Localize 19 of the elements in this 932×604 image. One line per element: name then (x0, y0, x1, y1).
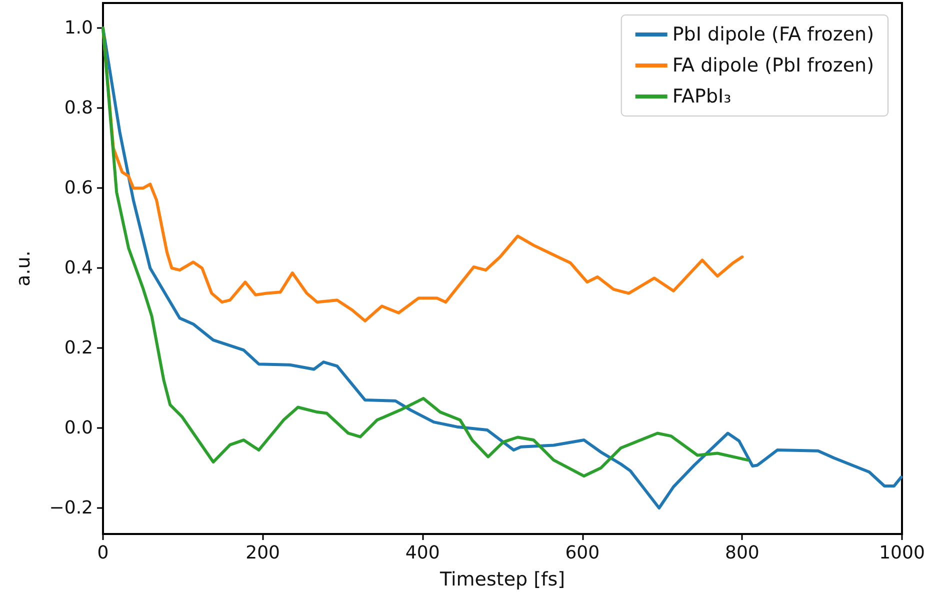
x-tick-label: 800 (725, 542, 760, 564)
legend-label: FA dipole (PbI frozen) (672, 54, 874, 76)
legend-label: FAPbI₃ (672, 86, 732, 108)
line-series (102, 26, 903, 510)
y-tick-label: −0.2 (49, 498, 93, 519)
x-tick-label: 600 (565, 542, 600, 564)
x-tick-label: 1000 (879, 542, 925, 564)
y-tick-label: 0.8 (64, 98, 93, 119)
y-tick-label: 0.6 (64, 178, 93, 199)
y-tick-label: 0.2 (64, 338, 93, 359)
y-tick-label: 0.4 (64, 258, 93, 279)
legend-label: PbI dipole (FA frozen) (672, 24, 874, 46)
x-tick-label: 0 (97, 542, 109, 564)
y-axis-title: a.u. (12, 250, 34, 286)
x-axis-title: Timestep [fs] (438, 568, 566, 590)
y-tick-label: 1.0 (64, 18, 93, 39)
x-tick-label: 200 (246, 542, 280, 564)
x-tick-label: 400 (405, 542, 440, 564)
y-tick-label: 0.0 (64, 418, 93, 439)
